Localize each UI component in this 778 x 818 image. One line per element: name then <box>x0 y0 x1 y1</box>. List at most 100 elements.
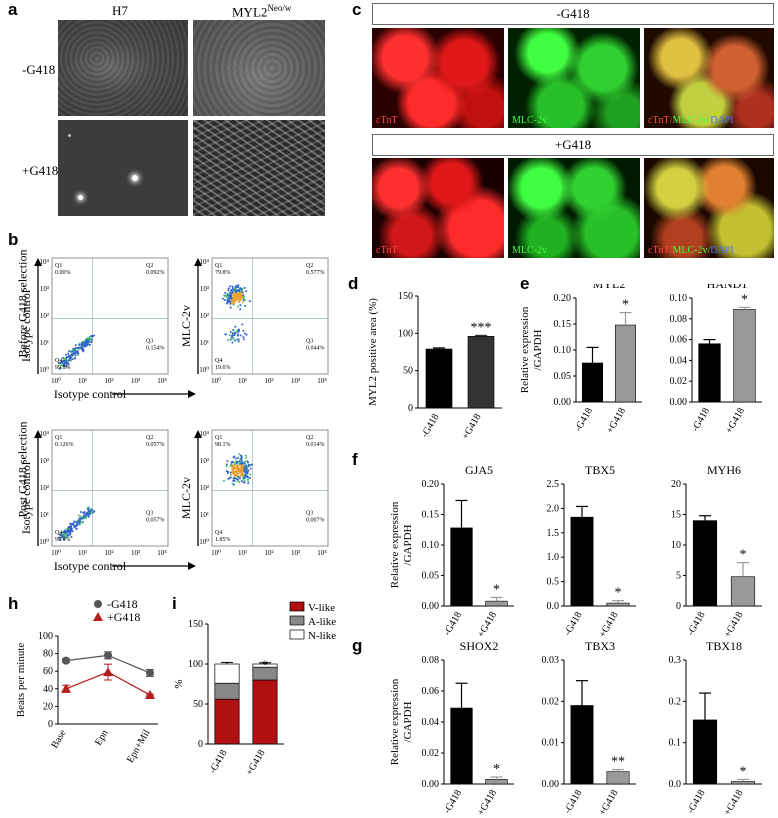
micrograph-h7-plus <box>58 120 188 216</box>
flow-event <box>69 522 72 525</box>
flow-event <box>84 345 87 348</box>
flow-event <box>225 294 228 297</box>
flow-event <box>79 519 82 522</box>
quadrant-value: 79.8% <box>215 270 231 276</box>
flow-event <box>228 294 231 297</box>
flow-event <box>76 519 79 522</box>
quadrant-value: 19.6% <box>215 365 231 371</box>
micrograph-myl2-plus <box>193 120 325 216</box>
y-tick-label: 0 <box>48 719 53 730</box>
flow-event <box>82 340 85 343</box>
y-axis-label-2: /GAPDH <box>402 524 414 565</box>
flow-event <box>68 525 71 528</box>
y-tick-label: 0.00 <box>422 601 440 612</box>
quadrant-value: 0.577% <box>306 270 325 276</box>
flow-event <box>235 284 238 287</box>
chart-f-tbx5: 0.0 0.5 1.0 1.5 2.0 2.5 TBX5 -G418 * +G418 <box>547 463 636 640</box>
flow-event <box>234 325 237 328</box>
flow-event <box>229 476 232 479</box>
flow-event <box>225 463 228 466</box>
flow-event <box>59 361 62 364</box>
flow-event <box>87 507 90 510</box>
chart-title: SHOX2 <box>460 639 499 653</box>
panel-label-h: h <box>8 594 19 613</box>
x-tick-label: -G418 <box>207 748 229 774</box>
legend-swatch <box>289 615 305 626</box>
y-tick-label: 0.3 <box>669 655 682 666</box>
col-label-myl2: MYL2Neo/w <box>232 3 291 20</box>
merge-mlc: MLC-2v/ <box>672 115 711 126</box>
flow-event <box>230 336 233 339</box>
flow-event <box>240 467 243 470</box>
x-tick-label: +G418 <box>476 610 499 640</box>
chart-f-myh6: 0 5 10 15 20 MYH6 -G418 * +G418 <box>671 463 762 640</box>
flow-event <box>227 289 230 292</box>
flow-event <box>93 510 96 513</box>
y-tick-label: 10 <box>671 540 681 551</box>
if-mlc-minus: MLC-2v <box>508 28 640 128</box>
flow-event <box>88 340 91 343</box>
flow-event <box>69 533 72 536</box>
y-tick-label: 10¹ <box>200 511 209 519</box>
flow-event <box>243 286 246 289</box>
flow-event <box>240 479 243 482</box>
flow-event <box>243 468 246 471</box>
x-axis-label: Isotype control <box>54 387 127 401</box>
quadrant-value: 0.007% <box>306 517 325 523</box>
flow-event <box>237 293 240 296</box>
y-tick-label: 0.05 <box>422 571 440 582</box>
flow-event <box>70 535 73 538</box>
y-tick-label: 40 <box>43 684 53 695</box>
flow-event <box>65 365 68 368</box>
significance-mark: * <box>741 292 748 307</box>
flow-event <box>76 350 79 353</box>
merge-dapi-2: DAPI <box>710 245 734 256</box>
flow-event <box>234 339 237 342</box>
flow-event <box>83 511 86 514</box>
y-axis-label: Beats per minute <box>15 643 27 718</box>
x-tick-label: 10⁰ <box>211 549 221 557</box>
flow-event <box>240 464 243 467</box>
y-tick-label: 0.0 <box>547 601 560 612</box>
legend-label: A-like <box>308 616 336 628</box>
y-tick-label: 10⁴ <box>40 258 50 266</box>
flow-event <box>245 290 248 293</box>
quadrant-label: Q1 <box>55 435 62 441</box>
y-tick-label: 0.15 <box>422 510 440 521</box>
flow-event <box>66 356 69 359</box>
y-tick-label: 60 <box>43 666 53 677</box>
flow-event <box>66 359 69 362</box>
y-arrow-head <box>34 258 42 266</box>
data-point <box>145 689 155 699</box>
significance-mark: * <box>740 548 747 563</box>
flow-event <box>240 292 243 295</box>
data-point <box>62 656 70 665</box>
quadrant-value: 99.8% <box>55 537 71 543</box>
y-tick-label: 0.08 <box>422 655 440 666</box>
bar--G418 <box>581 362 604 403</box>
flow-event <box>223 294 226 297</box>
x-tick-label: -G418 <box>573 406 595 434</box>
flow-event <box>224 291 227 294</box>
flow-event <box>74 344 77 347</box>
y-tick-label: 0 <box>198 739 203 750</box>
flow-event <box>88 343 91 346</box>
flow-event <box>242 297 245 300</box>
flow-event <box>222 297 225 300</box>
flow-event <box>68 350 71 353</box>
y-tick-label: 2.5 <box>547 479 560 490</box>
y-tick-label: 10⁴ <box>200 258 210 266</box>
x-tick-label: +G418 <box>597 610 620 640</box>
flow-event <box>236 296 239 299</box>
x-tick-label: 10² <box>104 377 113 385</box>
x-tick-label: 10⁴ <box>317 549 327 557</box>
flow-event <box>226 297 229 300</box>
quadrant-label: Q1 <box>55 263 62 269</box>
flow-event <box>86 513 89 516</box>
x-tick-label: Epn+Mil <box>125 728 153 765</box>
y-tick-label: 0.1 <box>669 738 682 749</box>
y-tick-label: 150 <box>398 291 413 302</box>
quadrant-label: Q4 <box>55 358 62 364</box>
flow-event <box>241 461 244 464</box>
flow-event <box>241 301 244 304</box>
